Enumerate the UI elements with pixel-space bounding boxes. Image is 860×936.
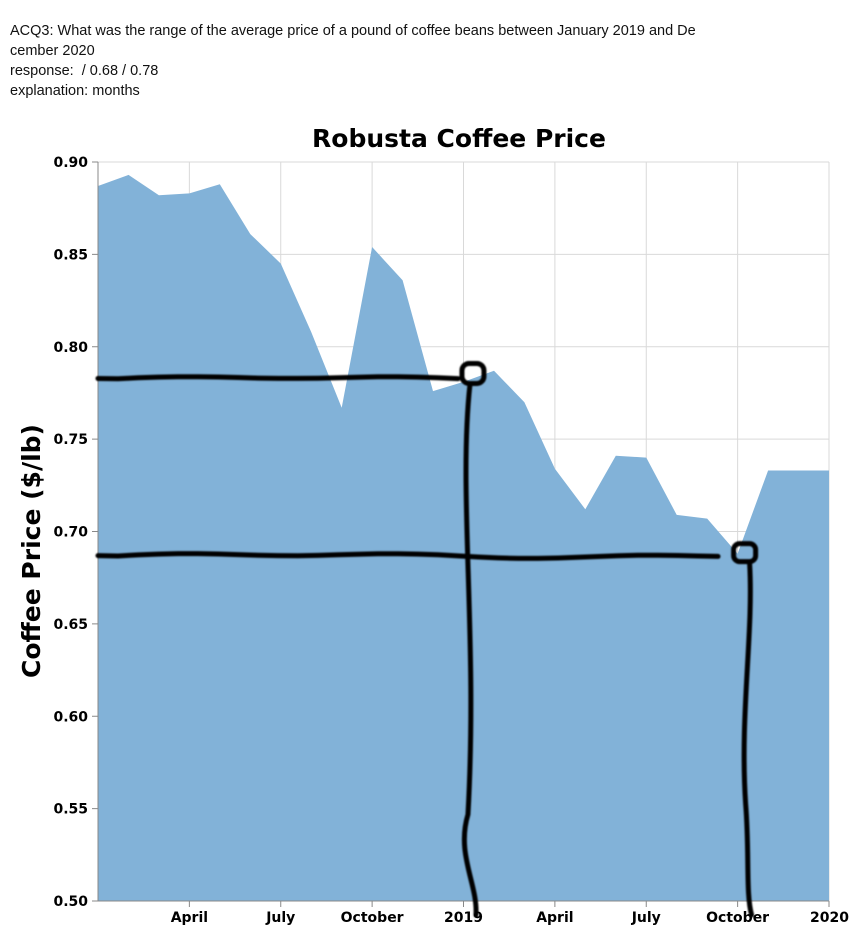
x-tick-label: April	[171, 910, 208, 926]
x-tick-label: October	[341, 910, 404, 926]
ink-circle-upper	[459, 360, 487, 386]
x-tick-label: 2019	[444, 910, 483, 926]
x-tick-label: July	[631, 910, 661, 926]
question-id: ACQ3:	[10, 23, 54, 39]
x-axis-ticks: April July October 2019 April July October 2020	[171, 901, 849, 926]
y-axis-ticks: 0.90 0.85 0.80 0.75 0.70 0.65 0.60 0.55 0.50	[53, 155, 98, 910]
y-tick-label: 0.50	[53, 894, 88, 910]
hand-drawn-annotations	[95, 360, 759, 918]
y-axis-label: Coffee Price ($/lb)	[17, 424, 46, 678]
y-tick-label: 0.60	[53, 709, 88, 725]
response-label: response:	[10, 63, 74, 79]
ink-line-upper	[95, 374, 461, 382]
y-tick-label: 0.90	[53, 155, 88, 171]
ink-circle-lower	[731, 541, 759, 565]
x-tick-label: 2020	[810, 910, 849, 926]
response-line: response: / 0.68 / 0.78	[10, 61, 770, 81]
ink-drop-line-upper	[461, 381, 479, 918]
explanation-line: explanation: months	[10, 81, 770, 101]
price-area	[98, 174, 829, 901]
y-tick-label: 0.80	[53, 340, 88, 356]
explanation-label: explanation:	[10, 83, 89, 99]
response-value: / 0.68 / 0.78	[77, 63, 159, 79]
question-header: ACQ3: What was the range of the average …	[10, 21, 770, 101]
y-tick-label: 0.70	[53, 525, 88, 541]
y-tick-label: 0.85	[53, 247, 88, 263]
chart-title: Robusta Coffee Price	[312, 124, 606, 153]
ink-drop-line-lower	[741, 561, 755, 918]
question-body: What was the range of the average price …	[10, 23, 696, 59]
explanation-value: months	[92, 83, 140, 99]
y-tick-label: 0.75	[53, 432, 88, 448]
y-tick-label: 0.55	[53, 802, 88, 818]
x-tick-label: October	[706, 910, 769, 926]
x-tick-label: July	[265, 910, 295, 926]
question-text: ACQ3: What was the range of the average …	[10, 21, 770, 61]
y-tick-label: 0.65	[53, 617, 88, 633]
x-tick-label: April	[536, 910, 573, 926]
ink-line-lower	[95, 551, 721, 561]
